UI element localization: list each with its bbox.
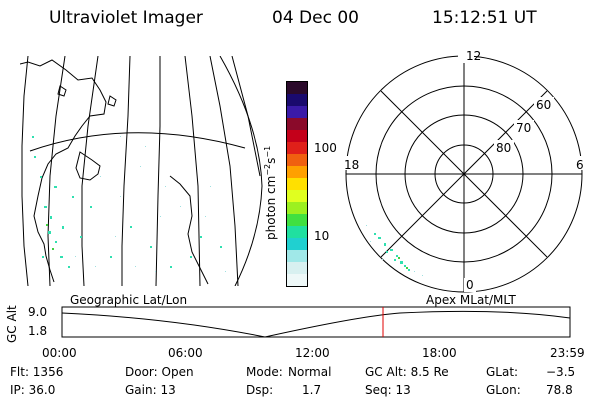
status-door: Door: Open xyxy=(125,365,194,379)
lat-label-80: 80 xyxy=(496,141,511,155)
status-dsp-value: 1.7 xyxy=(302,383,322,397)
colorbar-segment xyxy=(287,250,307,262)
x-tick-0000: 00:00 xyxy=(42,346,77,360)
date-label: 04 Dec 00 xyxy=(272,8,359,28)
label-bg-60 xyxy=(534,97,554,111)
instrument-title: Ultraviolet Imager xyxy=(49,8,203,28)
status-gc-alt: GC Alt: 8.5 Re xyxy=(365,365,449,379)
lat-label-70: 70 xyxy=(516,121,531,135)
geographic-grid-title: Geographic Lat/Lon xyxy=(70,293,188,307)
status-glon-label: GLon: xyxy=(486,383,521,397)
gc-alt-axis-label: GC Alt xyxy=(5,305,19,343)
label-bg-70 xyxy=(514,120,534,134)
colorbar-segment xyxy=(287,190,307,202)
apex-grid-title: Apex MLat/MLT xyxy=(426,293,516,307)
altitude-timeline xyxy=(61,306,571,338)
polar-plot: 12 18 6 0 60 70 80 xyxy=(341,49,586,293)
x-tick-0600: 06:00 xyxy=(168,346,203,360)
lat-label-60: 60 xyxy=(536,98,551,112)
label-bg-12 xyxy=(458,49,474,63)
colorbar-segment xyxy=(287,178,307,190)
status-dsp-label: Dsp: xyxy=(246,383,274,397)
y-max-label: 9.0 xyxy=(28,305,48,319)
colorbar-segment xyxy=(287,106,307,118)
colorbar-segment xyxy=(287,166,307,178)
label-bg-0 xyxy=(464,278,476,292)
colorbar-segment xyxy=(287,82,307,94)
colorbar-segment xyxy=(287,118,307,130)
mlt-label-6: 6 xyxy=(576,158,584,172)
polar-emission-points xyxy=(366,225,423,276)
status-mode-label: Mode: xyxy=(246,365,283,379)
x-tick-1200: 12:00 xyxy=(295,346,330,360)
x-tick-1800: 18:00 xyxy=(422,346,457,360)
status-glon-value: 78.8 xyxy=(546,383,573,397)
label-bg-6 xyxy=(574,156,586,170)
status-glat-label: GLat: xyxy=(486,365,519,379)
status-flight: Flt: 1356 xyxy=(10,365,64,379)
aurora-emission-points xyxy=(32,136,226,272)
unit-exponent-2: −1 xyxy=(263,145,272,158)
colorbar-segment xyxy=(287,94,307,106)
status-mode-value: Normal xyxy=(288,365,332,379)
colorbar-segment xyxy=(287,226,307,238)
colorbar-segment xyxy=(287,202,307,214)
unit-exponent-1: −2 xyxy=(263,163,272,176)
x-tick-2359: 23:59 xyxy=(550,346,585,360)
mlt-label-12: 12 xyxy=(466,49,481,63)
polar-diagonal-2 xyxy=(380,90,548,258)
colorbar-segment xyxy=(287,262,307,274)
color-bar xyxy=(286,81,308,287)
unit-mid: s xyxy=(264,157,278,164)
colorbar-segment xyxy=(287,274,307,286)
status-seq: Seq: 13 xyxy=(365,383,411,397)
colorbar-unit-label: photon cm−2s−1 xyxy=(263,146,278,240)
colorbar-tick-100: 100 xyxy=(314,141,337,155)
colorbar-segment xyxy=(287,154,307,166)
unit-prefix: photon cm xyxy=(264,175,278,240)
mlt-label-0: 0 xyxy=(466,278,474,292)
mlt-label-18: 18 xyxy=(344,158,359,172)
colorbar-segment xyxy=(287,130,307,142)
colorbar-segment xyxy=(287,238,307,250)
label-bg-80 xyxy=(494,140,514,154)
status-gain: Gain: 13 xyxy=(125,383,176,397)
geographic-map xyxy=(20,56,263,286)
label-bg-18 xyxy=(341,156,361,170)
colorbar-segment xyxy=(287,214,307,226)
timeline-frame xyxy=(61,306,571,338)
map-grid xyxy=(21,56,263,286)
colorbar-tick-10: 10 xyxy=(314,229,330,243)
time-label: 15:12:51 UT xyxy=(432,8,537,28)
coastline xyxy=(20,59,209,285)
y-min-label: 1.8 xyxy=(28,324,48,338)
status-ip: IP: 36.0 xyxy=(10,383,56,397)
altitude-curve xyxy=(61,310,571,338)
status-glat-value: −3.5 xyxy=(546,365,576,379)
colorbar-segment xyxy=(287,142,307,154)
